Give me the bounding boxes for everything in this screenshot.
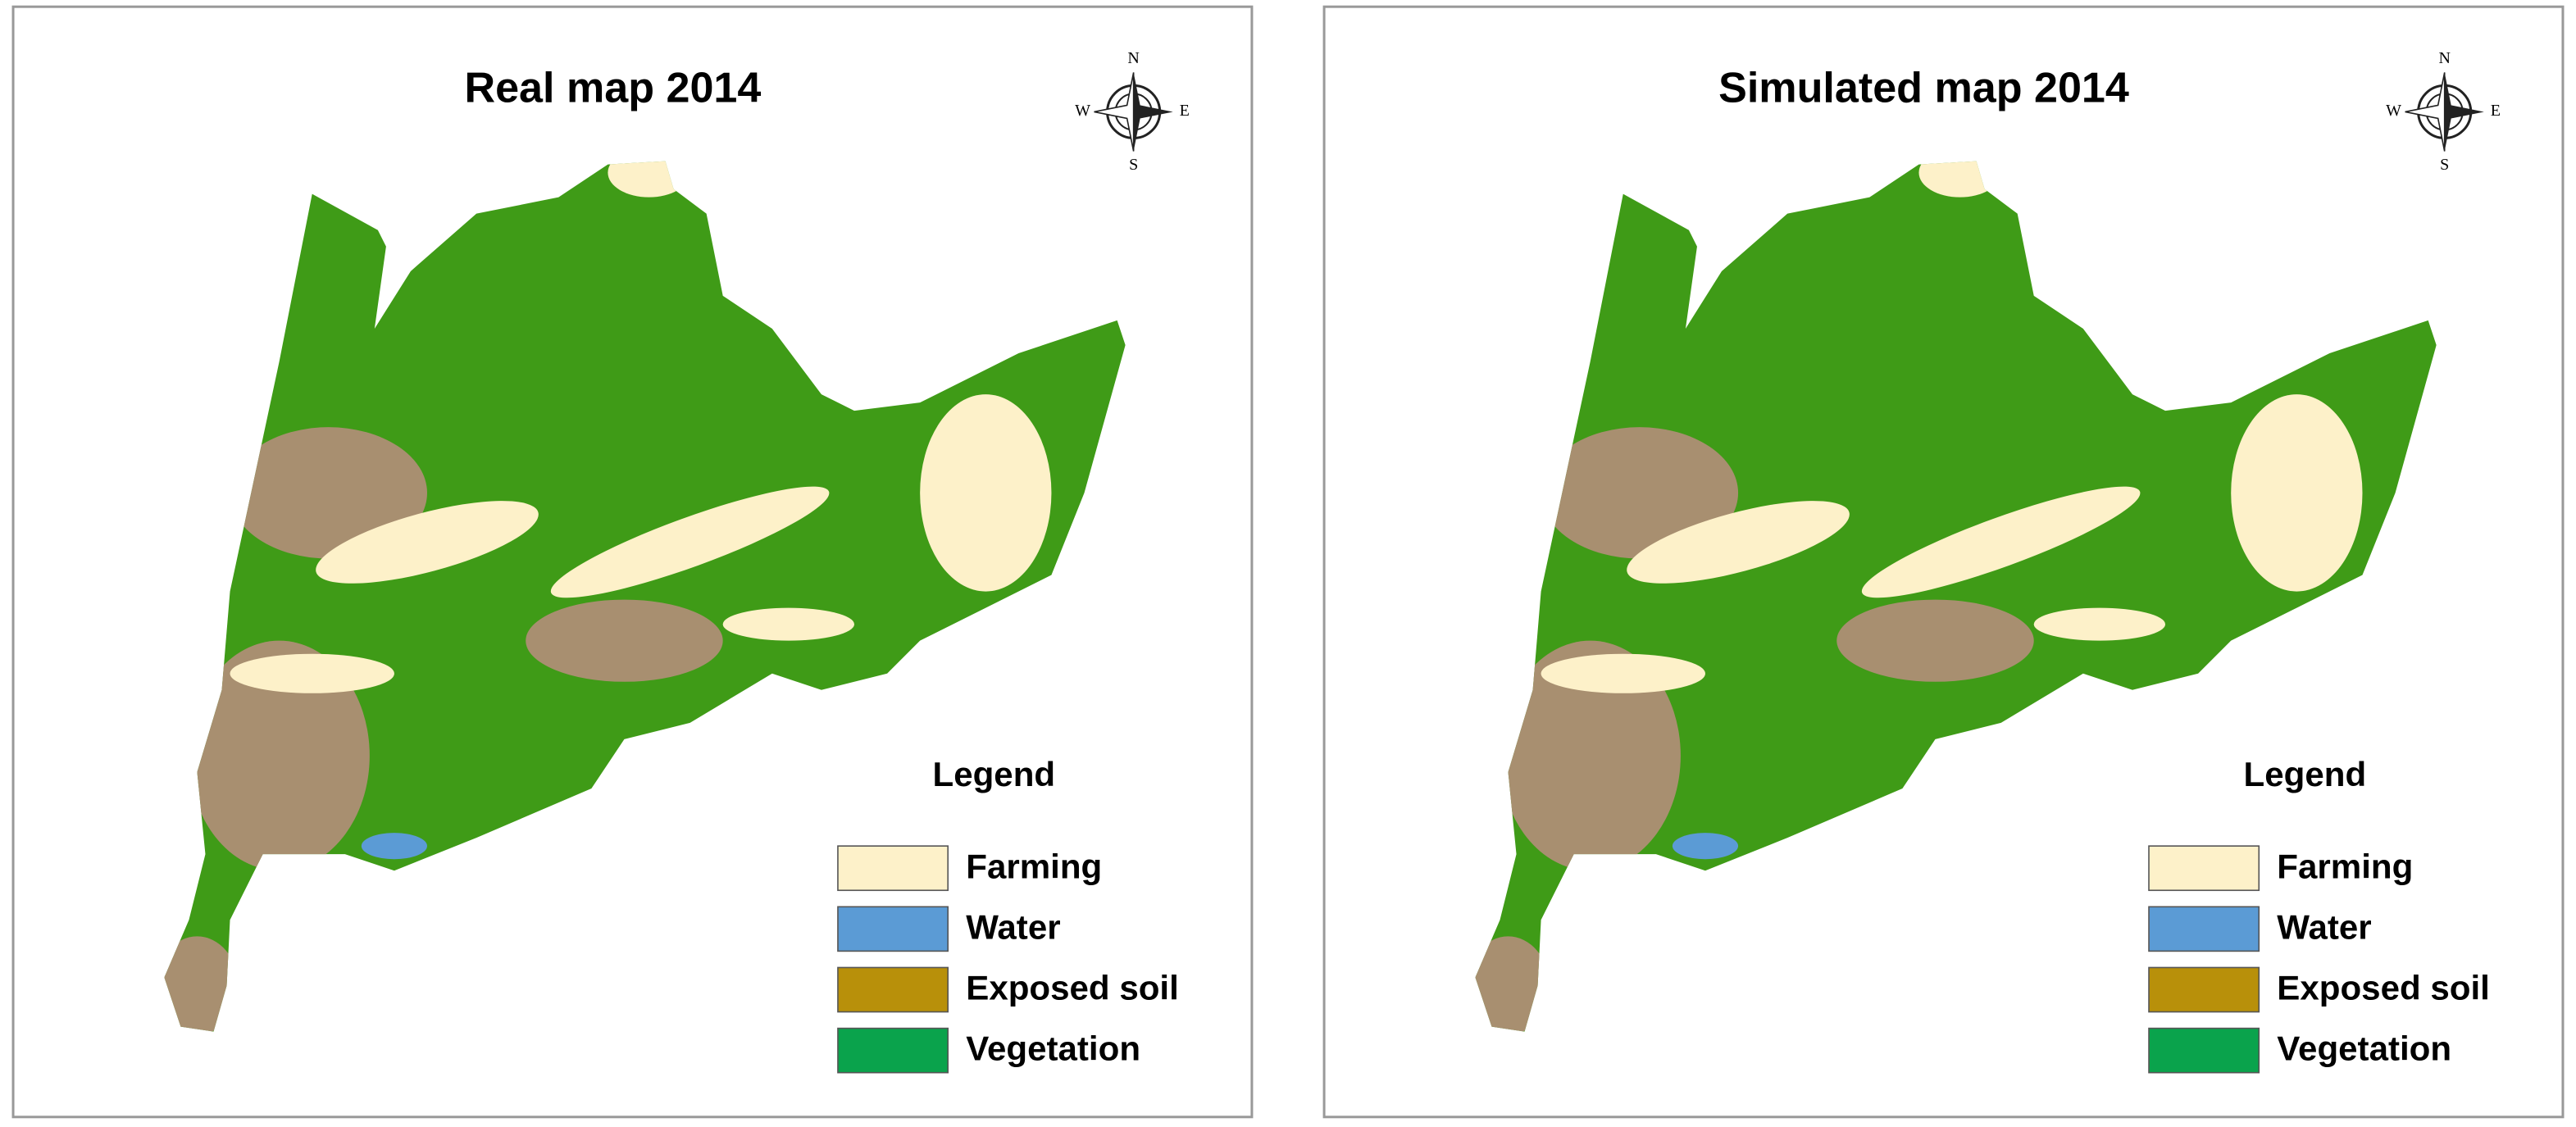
compass-e: E xyxy=(2491,102,2501,120)
compass: N S E W xyxy=(1075,49,1190,174)
map-panel: Simulated map 2014 N S E W Legend Farming Water… xyxy=(1322,5,2565,1119)
legend-label: Water xyxy=(966,907,1060,946)
legend-label: Water xyxy=(2277,907,2371,946)
legend-swatch xyxy=(837,906,949,952)
legend-swatch xyxy=(837,966,949,1013)
map-title: Simulated map 2014 xyxy=(1718,64,2129,111)
compass-s: S xyxy=(2440,156,2449,174)
legend-swatch xyxy=(2148,966,2260,1013)
legend-swatch xyxy=(837,1027,949,1074)
compass-e: E xyxy=(1180,102,1190,120)
compass-w: W xyxy=(2386,102,2401,120)
legend-swatch xyxy=(837,845,949,892)
legend-title: Legend xyxy=(933,755,1056,793)
legend-label: Farming xyxy=(2277,847,2413,885)
legend-swatch xyxy=(2148,906,2260,952)
legend-label: Exposed soil xyxy=(966,969,1179,1007)
compass-n: N xyxy=(1127,49,1139,67)
compass-n: N xyxy=(2438,49,2450,67)
map-panel: Real map 2014 N S E W Legend Farming Water Expos… xyxy=(11,5,1254,1119)
compass-w: W xyxy=(1075,102,1090,120)
compass: N S E W xyxy=(2386,49,2501,174)
legend-label: Vegetation xyxy=(2277,1029,2451,1068)
legend-label: Farming xyxy=(966,847,1102,885)
legend-swatch xyxy=(2148,845,2260,892)
legend-label: Exposed soil xyxy=(2277,969,2490,1007)
legend-title: Legend xyxy=(2244,755,2367,793)
compass-s: S xyxy=(1129,156,1138,174)
map-title: Real map 2014 xyxy=(464,64,761,111)
legend-swatch xyxy=(2148,1027,2260,1074)
legend-label: Vegetation xyxy=(966,1029,1140,1068)
